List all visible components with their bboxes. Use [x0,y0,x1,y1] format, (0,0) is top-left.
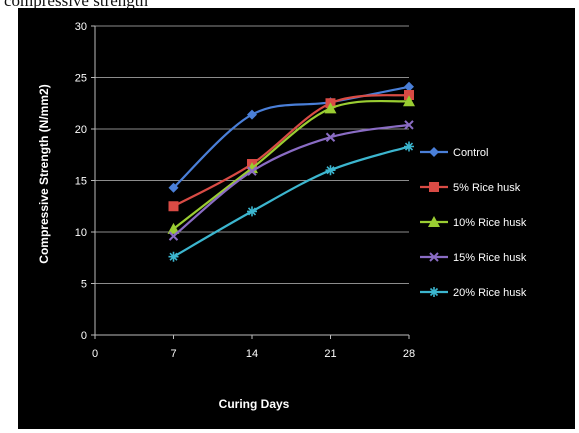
legend-item[interactable]: 10% Rice husk [420,216,527,229]
series-line-4 [172,145,410,258]
legend-label: 20% Rice husk [453,287,527,299]
data-point [325,132,336,142]
chart-frame: 0 5 10 15 20 25 30 0 7 14 21 28 Control 5% Rice husk… [18,8,575,429]
legend-label: 15% Rice husk [453,252,527,264]
data-point [324,102,337,114]
y-axis-label: Compressive Strength (N/mm2) [37,84,51,263]
x-tick-label: 14 [246,348,258,360]
top-caption: compressive strength [4,0,148,10]
data-point [168,182,179,193]
legend-marker [429,147,439,157]
series-line-2 [172,99,410,230]
y-tick-label: 5 [81,279,87,291]
legend-label: Control [453,147,488,159]
data-point [247,166,257,176]
legend-marker [428,216,440,227]
compressive-strength-chart: 0 5 10 15 20 25 30 0 7 14 21 28 Control 5% Rice husk… [37,21,527,411]
legend-item[interactable]: 15% Rice husk [420,252,527,264]
series-group [167,81,415,262]
data-point [404,90,414,101]
legend-item[interactable]: 5% Rice husk [420,182,521,194]
x-tick-label: 21 [324,348,336,360]
data-point [404,141,414,152]
data-point [404,120,414,130]
legend-label: 10% Rice husk [453,217,527,229]
legend[interactable]: Control 5% Rice husk 10% Rice husk 15% Rice… [420,147,527,299]
legend-item[interactable]: Control [420,147,488,159]
y-tick-label: 30 [75,21,87,33]
grid-lines [95,25,409,284]
y-tick-label: 0 [81,330,87,342]
y-tick-label: 25 [75,73,87,85]
x-tick-label: 7 [170,348,176,360]
legend-marker [429,287,439,297]
data-point [247,109,257,120]
axes: 0 5 10 15 20 25 30 0 7 14 21 28 [75,21,415,360]
x-tick-label: 28 [403,348,415,360]
y-tick-label: 15 [75,176,87,188]
legend-marker [429,182,439,192]
legend-item[interactable]: 20% Rice husk [420,287,527,299]
data-point [168,201,179,212]
data-point [168,251,179,262]
y-tick-label: 20 [75,124,87,136]
data-point [168,231,179,241]
series-line-1 [172,93,410,208]
legend-label: 5% Rice husk [453,182,521,194]
series-line-3 [172,123,410,237]
data-point [325,165,336,176]
legend-marker [429,252,439,262]
data-point [403,95,415,107]
data-point [167,222,180,234]
data-point [247,206,257,217]
data-point [404,81,414,92]
x-axis-label: Curing Days [219,397,290,411]
x-tick-label: 0 [92,348,98,360]
y-tick-label: 10 [75,227,87,239]
